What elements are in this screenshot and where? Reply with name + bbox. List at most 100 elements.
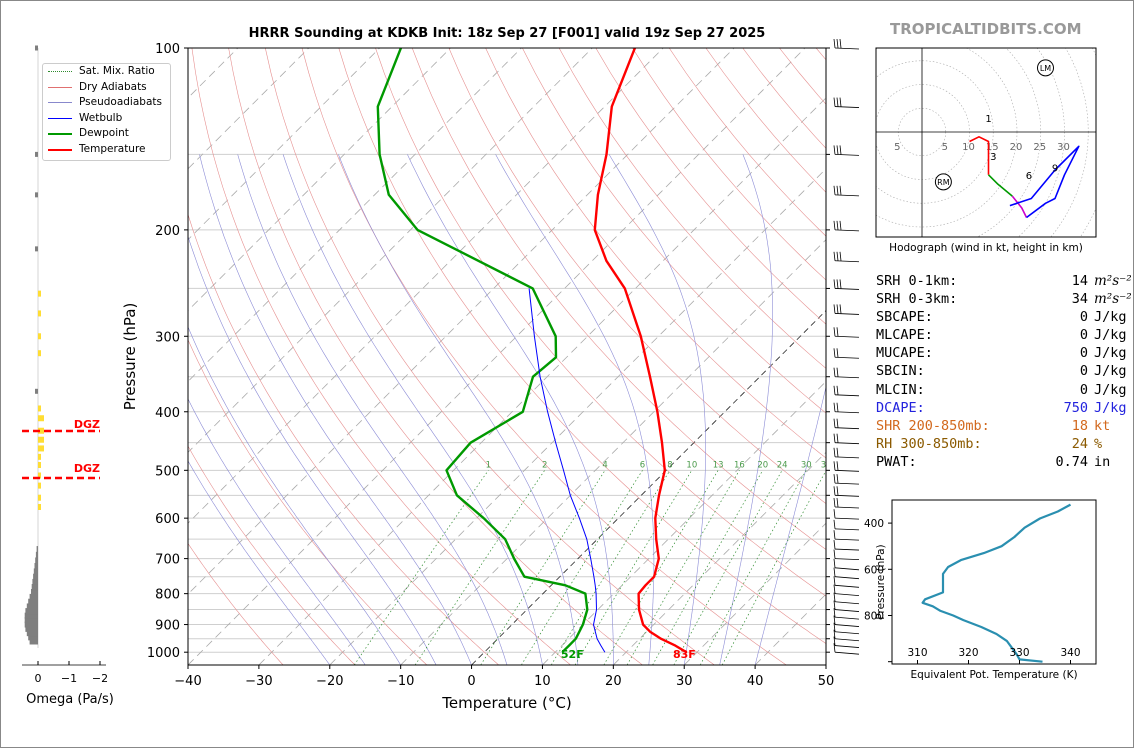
moist-adiabat	[719, 154, 773, 665]
barb-flag	[836, 185, 839, 195]
stat-label: SRH 0-3km:	[876, 291, 958, 308]
storm-motion-marker	[1037, 59, 1054, 77]
stat-unit: J/kg	[1094, 345, 1127, 362]
wind-barb	[833, 433, 860, 445]
wind-barb	[833, 185, 860, 197]
barb-flag	[836, 461, 839, 471]
omega-bar	[29, 593, 38, 600]
wind-barb	[833, 327, 860, 338]
omega-dgz-tick	[38, 482, 41, 489]
barb-shaft	[834, 506, 860, 509]
stat-value: 34	[1071, 291, 1088, 308]
omega-bar	[32, 578, 38, 585]
barb-flag	[833, 327, 836, 337]
moist-adiabat	[188, 398, 366, 665]
isotherm-line	[188, 48, 522, 383]
mixing-ratio-label: 13	[713, 460, 724, 470]
stat-unit: J/kg	[1094, 309, 1127, 326]
moist-adiabat	[608, 154, 706, 665]
barb-flag	[833, 348, 836, 358]
barb-flag	[833, 629, 836, 639]
wind-barb	[833, 97, 860, 108]
wind-barb	[833, 418, 860, 430]
barb-shaft	[834, 593, 860, 597]
barb-flag	[833, 402, 836, 412]
barb-flag	[833, 486, 836, 496]
x-tick-label: −20	[316, 674, 343, 689]
stat-label: MLCIN:	[876, 381, 925, 398]
moist-adiabat	[188, 235, 437, 665]
y-tick-label: 700	[155, 553, 180, 568]
thetae-y-tick-label: 400	[864, 518, 884, 530]
barb-shaft	[834, 601, 860, 605]
barb-flag	[833, 220, 836, 230]
x-tick-label: −10	[387, 674, 414, 689]
barb-flag	[839, 38, 842, 49]
dry-adiabat	[485, 48, 826, 459]
y-tick-label: 300	[155, 330, 180, 345]
omega-bar	[35, 151, 38, 157]
mixing-ratio-line	[626, 470, 740, 665]
mixing-ratio-label: 24	[777, 460, 788, 470]
y-tick-label: 400	[155, 406, 180, 421]
mixing-ratio-line	[652, 470, 764, 665]
hodograph-ring-label: 10	[962, 142, 975, 153]
moist-adiabat	[188, 326, 401, 665]
storm-motion-marker	[934, 173, 952, 191]
chart-title: HRRR Sounding at KDKB Init: 18z Sep 27 […	[248, 26, 766, 41]
barb-flag	[836, 433, 839, 443]
wind-barb	[833, 304, 860, 315]
y-tick-label: 100	[155, 42, 180, 57]
stat-unit: J/kg	[1094, 363, 1127, 380]
mixing-ratio-label: 6	[640, 460, 645, 470]
legend-swatch	[48, 102, 72, 103]
y-axis-label: Pressure (hPa)	[121, 303, 139, 411]
barb-shaft	[834, 548, 860, 551]
wind-barb	[833, 608, 860, 620]
wind-barb	[833, 367, 860, 379]
omega-tick-label: −2	[92, 672, 108, 685]
omega-tick-label: −1	[61, 672, 77, 685]
mixing-ratio-line	[699, 470, 807, 665]
mixing-ratio-line	[574, 470, 693, 665]
barb-shaft	[834, 528, 860, 531]
wind-barb	[833, 486, 860, 497]
barb-shaft	[834, 260, 860, 263]
hodograph-height-label: 1	[985, 114, 991, 125]
barb-flag	[833, 643, 836, 653]
isotherm-line	[258, 97, 826, 665]
stat-unit: m²s⁻²	[1094, 273, 1132, 289]
stat-row: SBCAPE: 0 J/kg	[876, 308, 1127, 326]
isotherm-line	[188, 48, 806, 665]
isotherm-line	[188, 48, 735, 595]
dry-adiabat	[338, 48, 826, 644]
barb-flag	[833, 38, 836, 49]
hodograph-ring-label: 15	[986, 142, 999, 153]
stat-row: MUCAPE: 0 J/kg	[876, 344, 1127, 362]
stat-row: MLCAPE: 0 J/kg	[876, 326, 1127, 344]
barb-shaft	[834, 609, 860, 612]
stat-label: PWAT:	[876, 453, 917, 470]
wind-barb	[833, 38, 860, 50]
storm-motion-label: RM	[937, 178, 950, 187]
moist-adiabat	[282, 154, 543, 665]
barb-shaft	[834, 335, 860, 338]
barb-flag	[836, 486, 839, 496]
barb-flag	[839, 97, 842, 107]
storm-motion-label: LM	[1040, 64, 1051, 73]
legend-swatch	[48, 117, 72, 119]
wind-barb	[833, 558, 860, 571]
barb-shaft	[834, 482, 860, 485]
barb-flag	[839, 185, 842, 195]
dgz-label: DGZ	[74, 418, 100, 431]
dry-adiabat	[522, 48, 826, 414]
barb-flag	[833, 622, 836, 632]
barb-flag	[833, 615, 836, 625]
barb-flag	[833, 497, 836, 508]
omega-bar	[26, 603, 38, 610]
surface-temperature-label: 83F	[673, 648, 696, 661]
legend-item: Dewpoint	[43, 126, 170, 142]
barb-flag	[836, 348, 839, 358]
mixing-ratio-label: 1	[486, 460, 491, 470]
barb-shaft	[834, 442, 860, 445]
